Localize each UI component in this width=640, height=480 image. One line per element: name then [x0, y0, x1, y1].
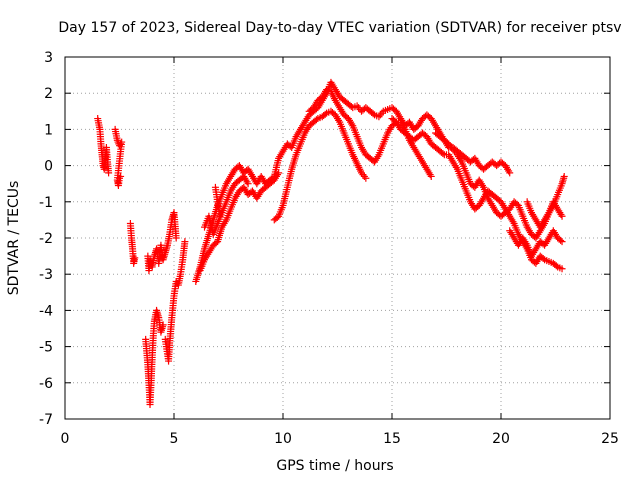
data-point — [539, 255, 547, 263]
data-point — [131, 254, 139, 262]
data-point — [439, 150, 447, 158]
data-point — [105, 169, 113, 177]
data-point — [558, 238, 566, 246]
chart-title: Day 157 of 2023, Sidereal Day-to-day VTE… — [58, 20, 621, 36]
scatter-series — [523, 198, 566, 231]
data-point — [560, 172, 568, 180]
plot-frame — [64, 56, 611, 420]
scatter-series — [506, 227, 566, 260]
y-tick-label: -2 — [39, 231, 53, 247]
y-tick-label: 1 — [44, 122, 53, 138]
data-point — [558, 265, 566, 273]
y-tick-label: -4 — [39, 303, 53, 319]
y-tick-label: 3 — [44, 50, 53, 66]
y-tick-label: -6 — [39, 376, 53, 392]
scatter-series — [196, 169, 283, 275]
scatter-series — [144, 209, 180, 275]
data-point — [117, 172, 125, 180]
y-tick-label: -7 — [39, 412, 53, 428]
data-point — [244, 180, 252, 188]
scatter-series — [161, 238, 189, 365]
scatter-series — [305, 86, 435, 180]
data-point — [558, 212, 566, 220]
x-axis-label: GPS time / hours — [276, 458, 393, 474]
x-tick-label: 10 — [274, 431, 292, 447]
data-point — [557, 236, 565, 244]
y-tick-label: 0 — [44, 159, 53, 175]
data-point — [159, 321, 167, 329]
y-tick-label: -1 — [39, 195, 53, 211]
x-tick-label: 5 — [170, 431, 179, 447]
data-point — [369, 110, 377, 118]
scatter-series — [432, 129, 568, 242]
data-point — [312, 116, 320, 124]
data-point — [427, 172, 435, 180]
scatter-series — [211, 183, 224, 220]
data-point — [181, 238, 189, 246]
data-point — [275, 169, 283, 177]
y-axis-label: SDTVAR / TECUs — [6, 181, 22, 296]
data-points — [94, 78, 568, 409]
x-tick-label: 15 — [383, 431, 401, 447]
scatter-series — [126, 220, 139, 267]
y-tick-label: 2 — [44, 86, 53, 102]
x-tick-label: 25 — [601, 431, 619, 447]
data-point — [216, 212, 224, 220]
scatter-series — [201, 172, 252, 238]
scatter-series — [111, 125, 126, 190]
data-point — [172, 234, 180, 242]
data-point — [362, 174, 370, 182]
x-tick-label: 0 — [61, 431, 70, 447]
scatter-series — [142, 306, 167, 409]
data-point — [552, 262, 560, 270]
y-tick-label: -5 — [39, 340, 53, 356]
scatter-series — [388, 115, 566, 273]
x-tick-label: 20 — [492, 431, 510, 447]
y-axis: -7 -6 -5 -4 -3 -2 -1 0 1 2 3 — [39, 50, 610, 428]
scatter-series — [270, 107, 370, 224]
scatter-series — [94, 115, 113, 177]
data-point — [506, 169, 514, 177]
data-point — [321, 110, 329, 118]
y-tick-label: -3 — [39, 267, 53, 283]
